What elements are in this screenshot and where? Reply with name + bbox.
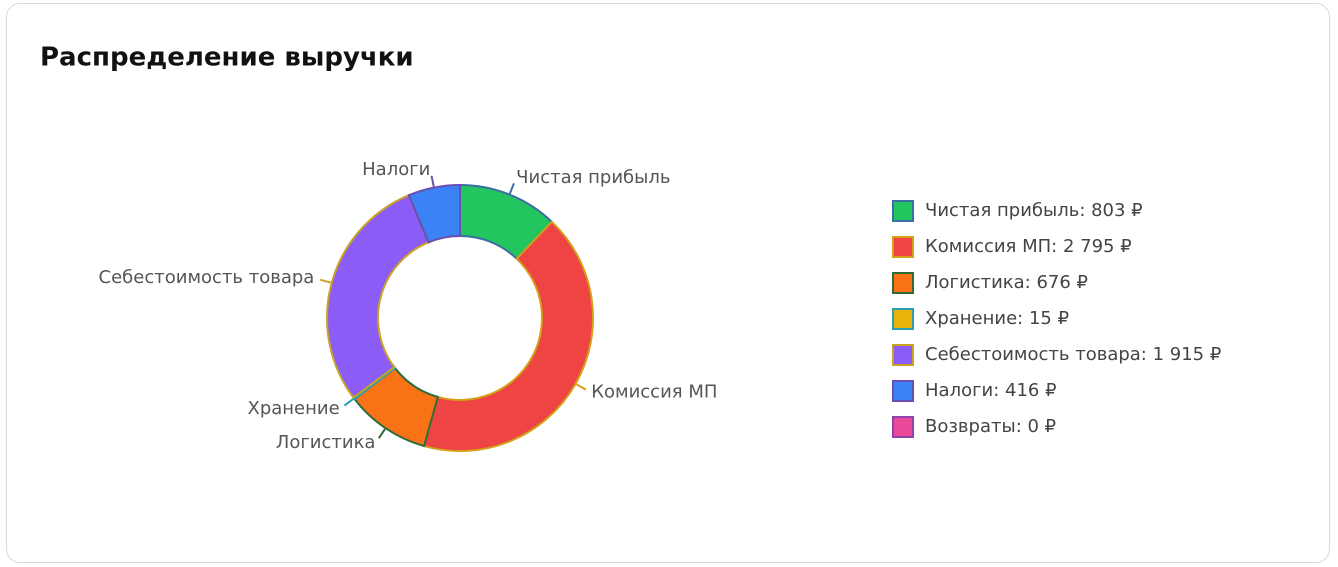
legend-swatch (892, 236, 914, 258)
legend-swatch (892, 200, 914, 222)
leader-line (575, 383, 587, 391)
slice (407, 183, 461, 244)
legend-label: Себестоимость товара: 1 915 ₽ (925, 344, 1221, 365)
slice-label: Себестоимость товара (99, 267, 315, 288)
slice-label: Чистая прибыль (516, 167, 670, 188)
legend-label: Возвраты: 0 ₽ (925, 416, 1056, 437)
leader-line (343, 398, 354, 407)
leader-line (508, 183, 515, 194)
legend-swatch (892, 308, 914, 330)
slice-label: Хранение (248, 398, 340, 419)
legend-label: Чистая прибыль: 803 ₽ (925, 200, 1143, 221)
slice-label: Налоги (362, 159, 430, 180)
chart-title: Распределение выручки (40, 43, 414, 73)
card (6, 3, 1330, 563)
slice-label: Логистика (276, 432, 376, 453)
legend-swatch (892, 380, 914, 402)
legend-swatch (892, 416, 914, 438)
legend-label: Логистика: 676 ₽ (925, 272, 1088, 293)
legend-label: Налоги: 416 ₽ (925, 380, 1057, 401)
legend-label: Хранение: 15 ₽ (925, 308, 1069, 329)
slice (422, 220, 594, 452)
slice (326, 193, 430, 399)
slice-label: Комиссия МП (591, 382, 717, 403)
leader-line (319, 278, 332, 284)
legend-swatch (892, 272, 914, 294)
leader-line (430, 175, 435, 187)
leader-line (377, 428, 386, 439)
legend-swatch (892, 344, 914, 366)
legend-label: Комиссия МП: 2 795 ₽ (925, 236, 1132, 257)
